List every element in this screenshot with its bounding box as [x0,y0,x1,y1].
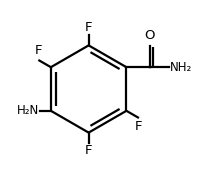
Text: F: F [35,44,42,57]
Text: H₂N: H₂N [17,104,39,117]
Text: O: O [144,29,155,42]
Text: F: F [85,144,92,157]
Text: F: F [85,21,92,34]
Text: F: F [135,120,143,133]
Text: NH₂: NH₂ [170,61,192,74]
